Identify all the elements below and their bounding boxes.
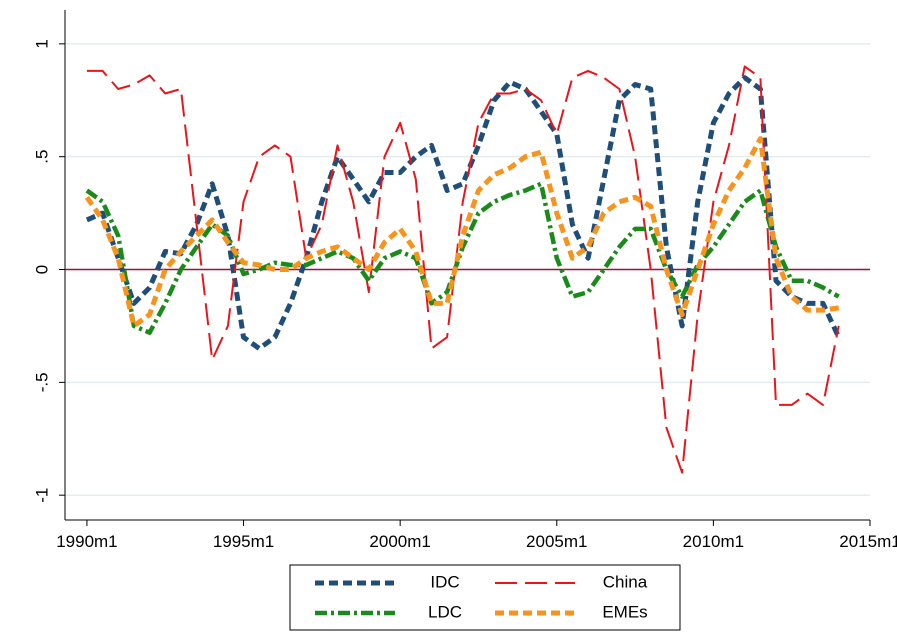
x-tick-label: 2015m1 xyxy=(839,532,897,551)
y-tick-label: 0 xyxy=(32,265,51,274)
legend-label: LDC xyxy=(428,602,462,621)
x-tick-label: 2010m1 xyxy=(683,532,744,551)
series-line xyxy=(85,181,840,335)
series-line xyxy=(86,65,840,474)
legend-label: IDC xyxy=(430,572,459,591)
legend-label: China xyxy=(603,572,648,591)
y-tick-label: .5 xyxy=(32,150,51,164)
x-tick-label: 2000m1 xyxy=(369,532,430,551)
x-tick-label: 1995m1 xyxy=(213,532,274,551)
y-tick-label: -1 xyxy=(32,488,51,503)
x-tick-label: 2005m1 xyxy=(526,532,587,551)
series-line xyxy=(85,75,841,351)
series-line xyxy=(84,136,840,329)
legend-box xyxy=(289,564,681,631)
x-tick-label: 1990m1 xyxy=(56,532,117,551)
y-tick-label: 1 xyxy=(32,39,51,48)
y-tick-label: -.5 xyxy=(32,372,51,392)
legend-label: EMEs xyxy=(602,602,647,621)
